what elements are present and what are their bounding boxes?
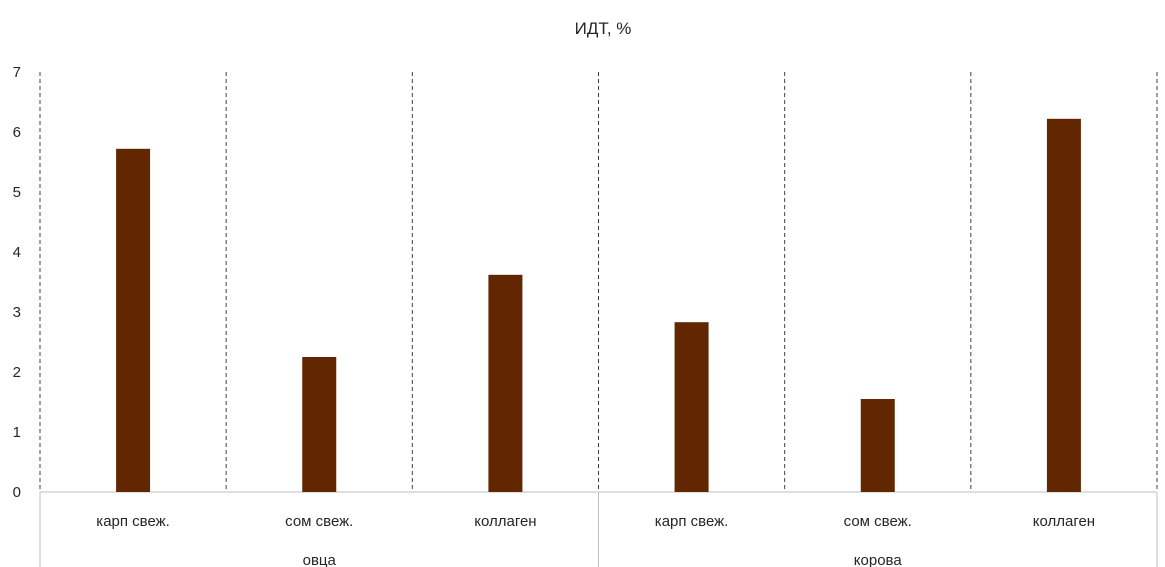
- bar: [116, 148, 151, 493]
- category-label: сом свеж.: [844, 513, 912, 530]
- category-label: карп свеж.: [96, 513, 170, 530]
- bar: [302, 357, 337, 492]
- y-tick-label: 4: [13, 244, 21, 261]
- y-tick-label: 6: [13, 124, 21, 141]
- chart-title: ИДТ, %: [575, 19, 632, 38]
- y-tick-label: 1: [13, 424, 21, 441]
- y-tick-label: 7: [13, 64, 21, 81]
- group-label: корова: [854, 552, 903, 567]
- bar: [674, 322, 709, 492]
- bar: [860, 399, 895, 492]
- y-tick-label: 2: [13, 364, 21, 381]
- group-label: овца: [303, 552, 337, 567]
- category-label: коллаген: [474, 513, 536, 530]
- category-label: сом свеж.: [285, 513, 353, 530]
- bar: [488, 274, 523, 492]
- y-tick-label: 5: [13, 184, 21, 201]
- y-tick-label: 3: [13, 304, 21, 321]
- category-label: коллаген: [1033, 513, 1095, 530]
- bar: [1046, 118, 1081, 493]
- y-tick-label: 0: [13, 484, 21, 501]
- plot-area: 0 1 2 3 4 5 6 7 карп свеж. сом свеж. коллаген карп …: [13, 64, 1158, 567]
- category-label: карп свеж.: [655, 513, 729, 530]
